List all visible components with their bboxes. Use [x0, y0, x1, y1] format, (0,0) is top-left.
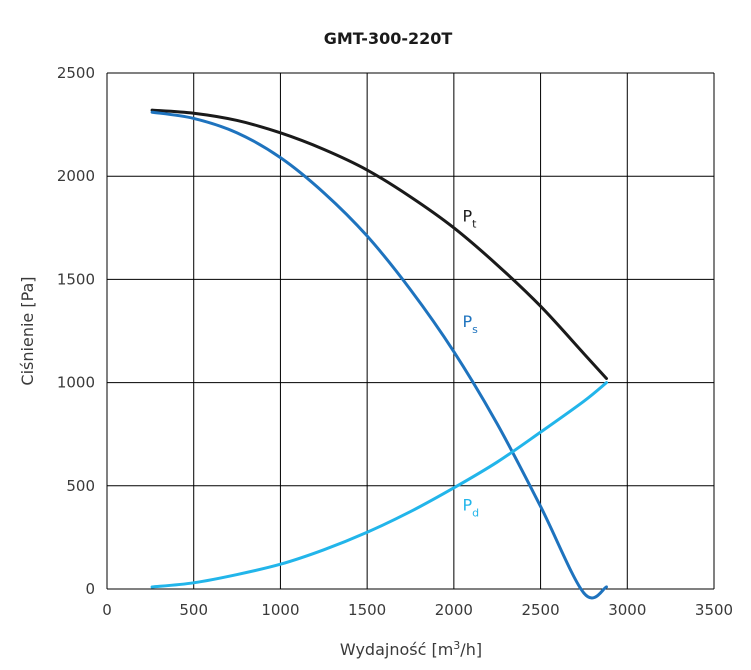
grid: [106, 72, 715, 590]
series-label-main: P: [463, 496, 473, 515]
series-line-pd: [150, 381, 608, 589]
x-axis-title-sup: 3: [453, 639, 460, 652]
x-tick-label: 2500: [521, 601, 559, 619]
x-axis-title-suffix: /h]: [460, 640, 482, 659]
series-lines: [150, 108, 608, 600]
x-tick-label: 1000: [261, 601, 299, 619]
x-tick-label: 0: [102, 601, 112, 619]
series-label-pt: Pt: [463, 207, 478, 231]
y-tick-label: 2500: [57, 64, 95, 82]
y-axis-title: Ciśnienie [Pa]: [18, 276, 37, 385]
y-tick-label: 500: [66, 477, 95, 495]
series-label-ps: Ps: [463, 312, 479, 336]
x-tick-label: 2000: [435, 601, 473, 619]
x-tick-label: 500: [179, 601, 208, 619]
x-tick-label: 1500: [348, 601, 386, 619]
series-label-pd: Pd: [463, 496, 480, 520]
series-label-main: P: [463, 207, 473, 226]
x-axis-title-prefix: Wydajność [m: [340, 640, 453, 659]
y-tick-label: 0: [85, 580, 95, 598]
series-label-sub: s: [472, 323, 478, 336]
y-tick-label: 1000: [57, 374, 95, 392]
series-label-sub: t: [472, 218, 477, 231]
chart-title: GMT-300-220T: [324, 29, 453, 48]
tick-labels: 0 500 1000 1500 2000 2500 3000 3500 0 500 1000 1500…: [57, 64, 733, 619]
x-tick-label: 3000: [608, 601, 646, 619]
x-axis-title: Wydajność [m3/h]: [340, 639, 482, 659]
series-label-main: P: [463, 312, 473, 331]
y-tick-label: 1500: [57, 270, 95, 288]
series-line-pt: [150, 108, 608, 380]
series-line-ps: [150, 110, 608, 600]
y-tick-label: 2000: [57, 167, 95, 185]
x-tick-label: 3500: [695, 601, 733, 619]
series-label-sub: d: [472, 507, 479, 520]
